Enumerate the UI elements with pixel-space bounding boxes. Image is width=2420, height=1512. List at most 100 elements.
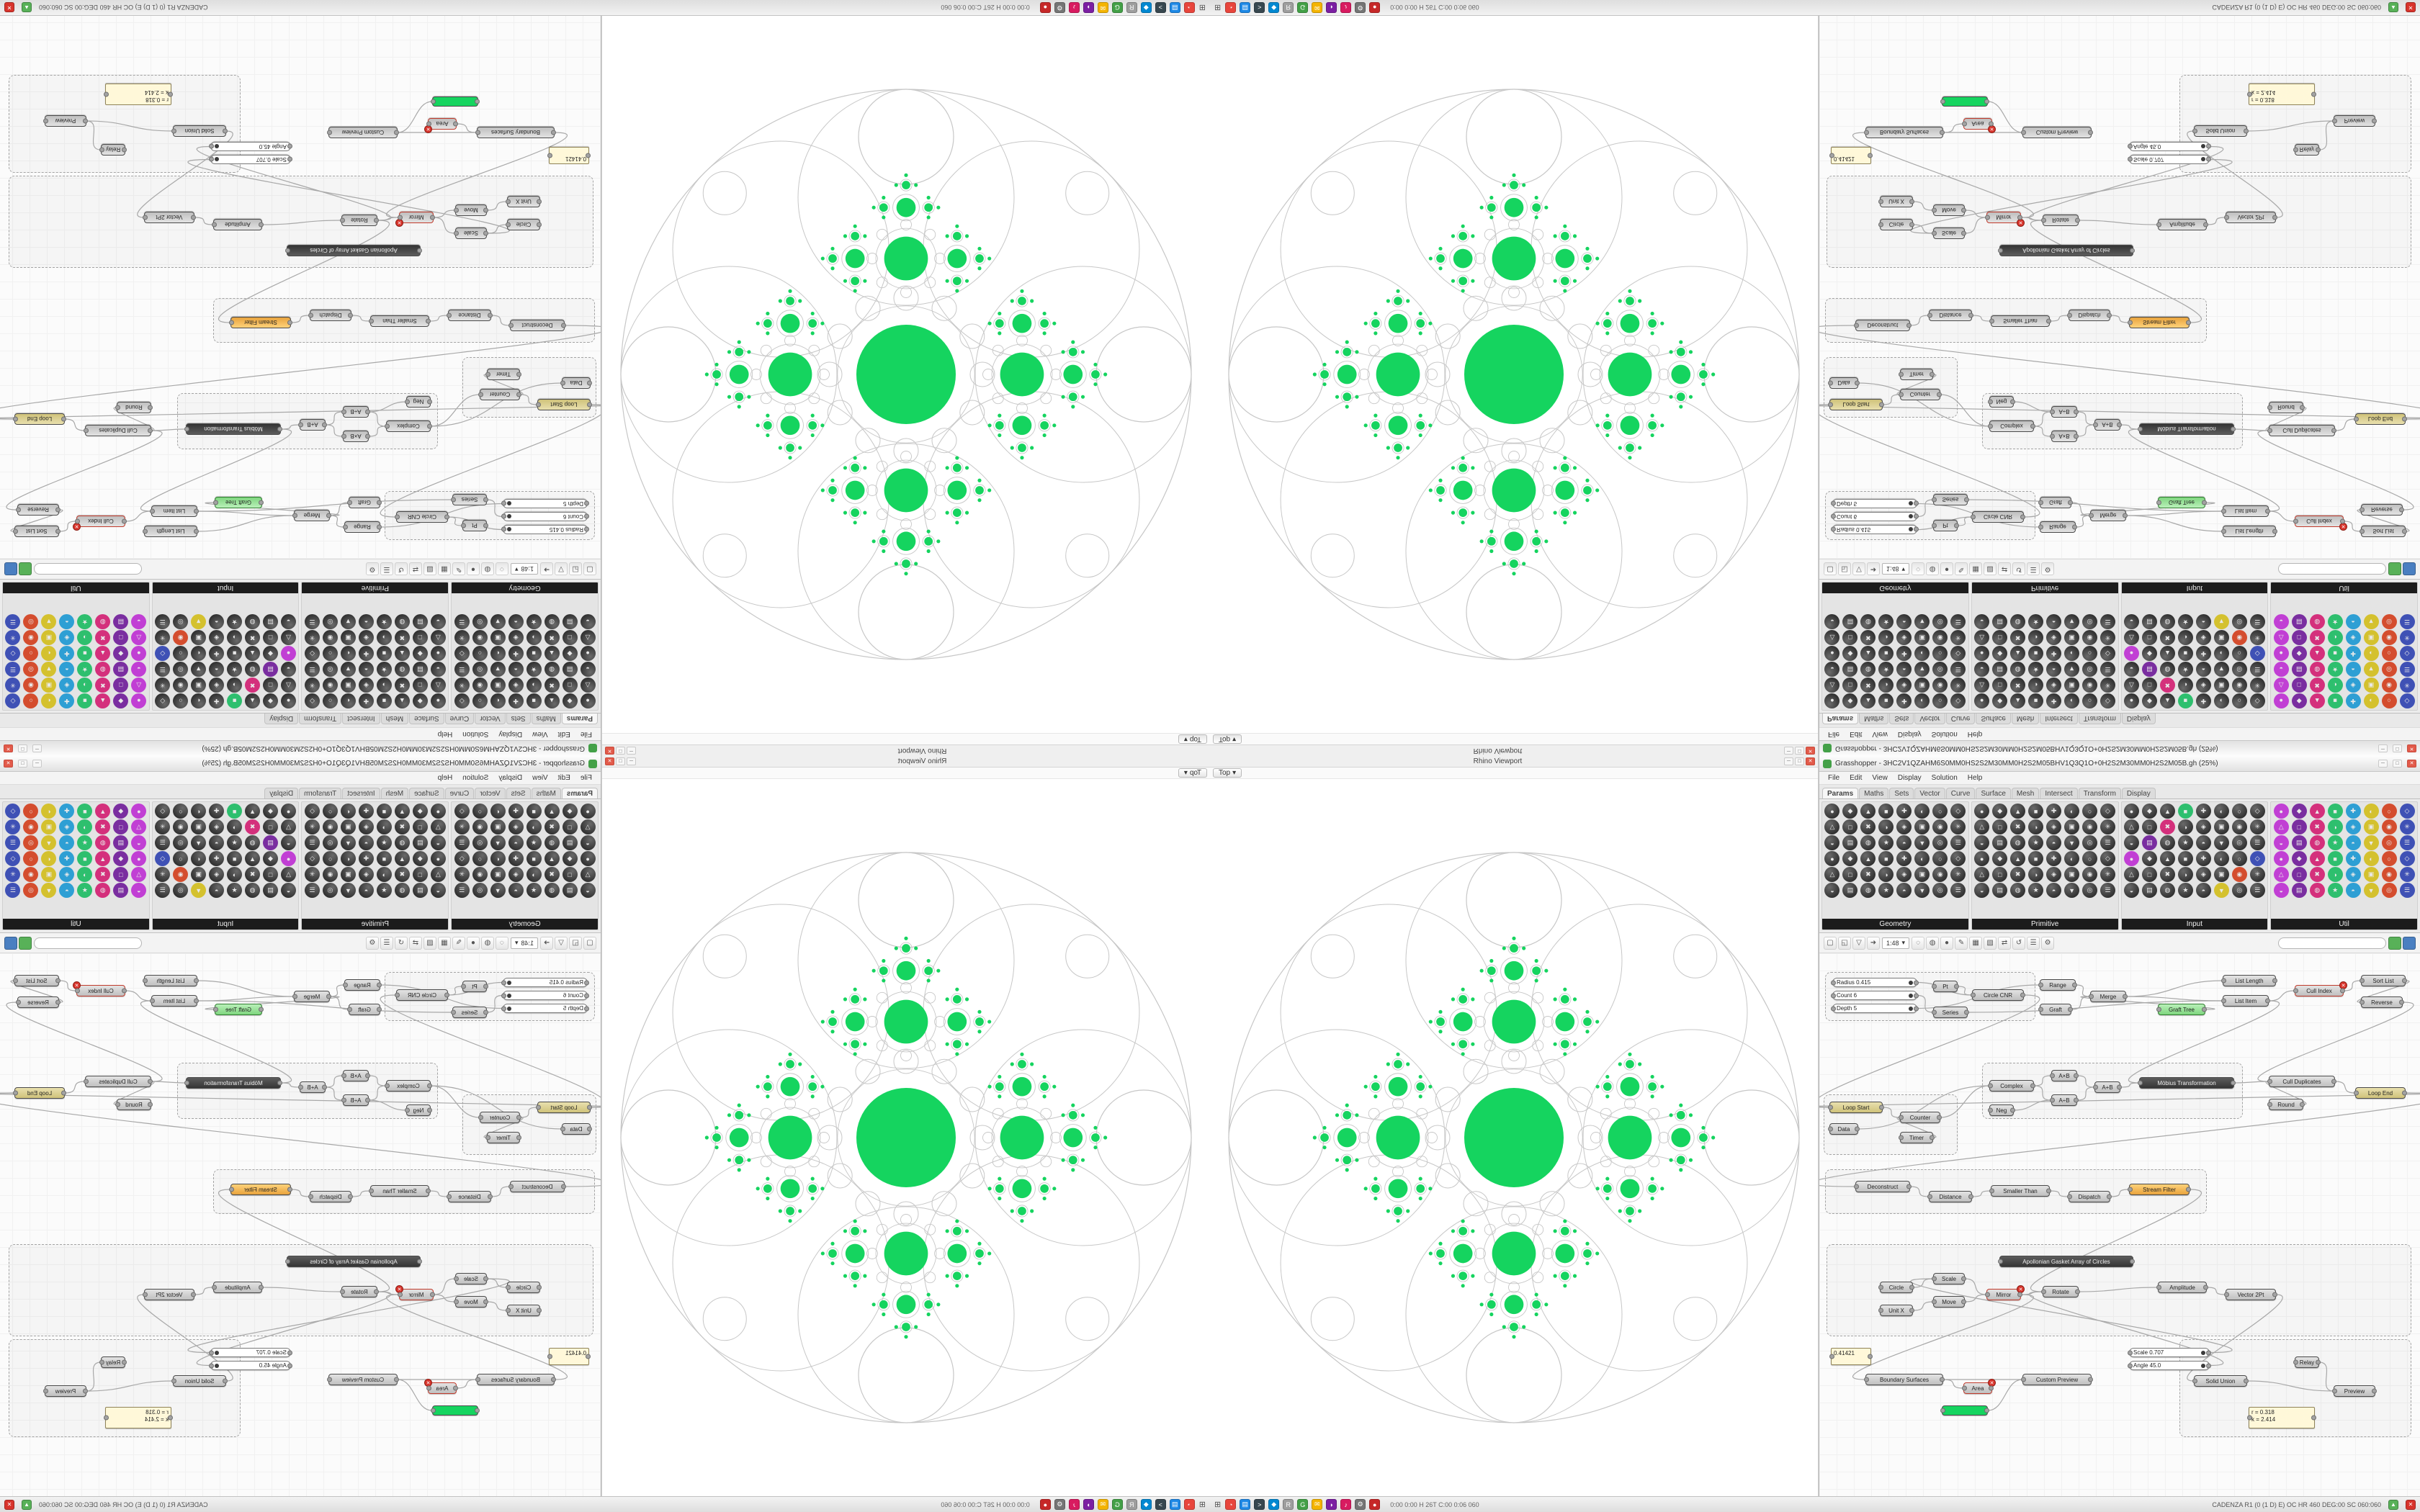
gh-node-srt[interactable]: Sort List — [2361, 526, 2406, 537]
gh-node-pt[interactable]: Pt — [462, 520, 487, 531]
gh-node-pt[interactable]: Pt — [1933, 520, 1958, 531]
component-icon[interactable]: ✚ — [2195, 851, 2211, 866]
gh-node-cnr[interactable]: Circle CNR — [396, 989, 448, 1001]
component-icon[interactable]: ○ — [1932, 693, 1948, 708]
component-icon[interactable]: ★ — [227, 835, 243, 850]
component-icon[interactable]: □ — [2291, 630, 2307, 645]
system-menu-icon[interactable]: ⊞ — [1198, 1500, 1206, 1509]
component-icon[interactable]: ◇ — [1950, 851, 1966, 866]
component-icon[interactable]: ◎ — [23, 662, 39, 677]
component-icon[interactable]: ▣ — [2363, 867, 2379, 882]
gh-node-pn2[interactable]: r = 0.318 k = 2.414 — [105, 1407, 171, 1428]
gh-node-cir[interactable]: Circle — [1880, 219, 1913, 230]
record-app-icon[interactable]: ● — [1039, 1499, 1051, 1510]
component-icon[interactable]: ▤ — [1992, 662, 2008, 677]
gh-node-neg[interactable]: Neg — [1989, 396, 2014, 408]
component-icon[interactable]: ◐ — [41, 646, 57, 661]
component-icon[interactable]: ○ — [173, 646, 189, 661]
mail-app-icon[interactable]: ✉ — [1312, 2, 1323, 13]
component-icon[interactable]: ◉ — [1932, 819, 1948, 834]
component-icon[interactable]: ▲ — [2309, 693, 2325, 708]
component-icon[interactable]: ■ — [2028, 851, 2044, 866]
grasshopper-app-icon[interactable]: G — [1297, 2, 1309, 13]
component-icon[interactable]: ✳ — [1950, 630, 1966, 645]
component-icon[interactable]: ▣ — [41, 819, 57, 834]
component-icon[interactable]: ✳ — [2100, 678, 2116, 693]
settings-icon[interactable]: ⚙ — [2041, 562, 2055, 576]
component-icon[interactable]: △ — [2273, 678, 2289, 693]
viewport-canvas[interactable] — [602, 16, 1210, 733]
component-icon[interactable]: ✖ — [95, 867, 111, 882]
component-icon[interactable]: □ — [412, 678, 428, 693]
component-icon[interactable]: ◒ — [580, 883, 596, 898]
tab-transform[interactable]: Transform — [299, 714, 342, 724]
gh-node-rev[interactable]: Reverse — [17, 504, 59, 516]
component-icon[interactable]: ○ — [2231, 646, 2247, 661]
component-icon[interactable]: ★ — [2327, 614, 2343, 629]
component-icon[interactable]: ▲ — [2309, 851, 2325, 866]
component-icon[interactable]: ◆ — [263, 804, 279, 819]
component-icon[interactable]: ◈ — [209, 678, 225, 693]
export-icon[interactable]: ➜ — [540, 936, 553, 950]
component-icon[interactable]: ✚ — [2046, 646, 2062, 661]
cluster-icon[interactable]: ▧ — [423, 562, 436, 576]
gh-node-div[interactable]: A÷B — [2051, 406, 2077, 418]
component-icon[interactable]: ◈ — [2345, 867, 2361, 882]
gh-node-amp[interactable]: Amplitude — [213, 1282, 262, 1293]
gh-node-cnr[interactable]: Circle CNR — [1972, 989, 2024, 1001]
component-icon[interactable]: ◐ — [340, 646, 356, 661]
gh-node-scl[interactable]: Scale — [455, 228, 487, 239]
gh-maximize-button[interactable]: □ — [18, 760, 27, 768]
component-icon[interactable]: ◑ — [227, 678, 243, 693]
gh-node-grf[interactable]: Graft — [349, 1004, 380, 1015]
tab-maths[interactable]: Maths — [1859, 714, 1889, 724]
gh-node-len[interactable]: List Length — [144, 975, 197, 986]
component-icon[interactable]: ◍ — [245, 835, 261, 850]
component-icon[interactable]: ◇ — [5, 646, 21, 661]
component-icon[interactable]: ■ — [227, 804, 243, 819]
save-file-icon[interactable]: ▽ — [1852, 936, 1865, 950]
component-icon[interactable]: ▼ — [1914, 662, 1930, 677]
component-icon[interactable]: ◒ — [580, 614, 596, 629]
component-icon[interactable]: ✖ — [2309, 678, 2325, 693]
gh-node-cul[interactable]: Cull Index ✕ — [2295, 516, 2347, 531]
component-icon[interactable]: ★ — [526, 662, 542, 677]
tab-intersect[interactable]: Intersect — [2040, 714, 2078, 724]
recompute-icon[interactable]: ↺ — [394, 936, 408, 950]
component-icon[interactable]: ☰ — [304, 883, 320, 898]
tab-transform[interactable]: Transform — [2078, 788, 2121, 798]
gh-node-pn1[interactable]: 0.41421 — [549, 1348, 589, 1365]
component-icon[interactable]: ◈ — [2046, 867, 2062, 882]
component-icon[interactable]: ▤ — [562, 835, 578, 850]
component-icon[interactable]: ◎ — [472, 662, 488, 677]
component-icon[interactable]: ◉ — [472, 630, 488, 645]
component-icon[interactable]: ○ — [1932, 804, 1948, 819]
tab-intersect[interactable]: Intersect — [342, 714, 380, 724]
preview-wire-icon[interactable]: ◍ — [1926, 562, 1940, 576]
component-icon[interactable]: ■ — [2028, 804, 2044, 819]
viewport-maximize-button[interactable]: □ — [616, 747, 625, 755]
component-icon[interactable]: ☰ — [454, 883, 470, 898]
component-icon[interactable]: ◉ — [173, 630, 189, 645]
cluster-icon[interactable]: ▧ — [1984, 562, 1997, 576]
gh-node-scl[interactable]: Scale — [1933, 1273, 1965, 1284]
component-icon[interactable]: ✳ — [2399, 630, 2415, 645]
component-icon[interactable]: ✖ — [2010, 630, 2026, 645]
gh-node-prv[interactable]: Custom Preview — [328, 127, 398, 138]
zoom-combo[interactable]: 1:48 ▾ — [1882, 563, 1910, 575]
component-icon[interactable]: ◉ — [2082, 867, 2098, 882]
component-icon[interactable]: ○ — [173, 851, 189, 866]
slider-knob[interactable] — [1909, 514, 1913, 519]
component-icon[interactable]: △ — [2123, 867, 2139, 882]
component-icon[interactable]: ✖ — [2159, 867, 2175, 882]
component-icon[interactable]: ◍ — [2159, 662, 2175, 677]
gh-node-s3[interactable]: Depth 5 — [503, 1004, 588, 1013]
component-icon[interactable]: △ — [2273, 630, 2289, 645]
gh-node-cnt[interactable]: Counter — [480, 1112, 520, 1123]
component-icon[interactable]: ◓ — [508, 835, 524, 850]
gh-node-mob[interactable]: Möbius Transformation — [2139, 1077, 2234, 1089]
component-icon[interactable]: ◈ — [2195, 678, 2211, 693]
component-icon[interactable]: ◇ — [2399, 693, 2415, 708]
component-icon[interactable]: ☰ — [155, 662, 171, 677]
component-icon[interactable]: △ — [1824, 819, 1840, 834]
